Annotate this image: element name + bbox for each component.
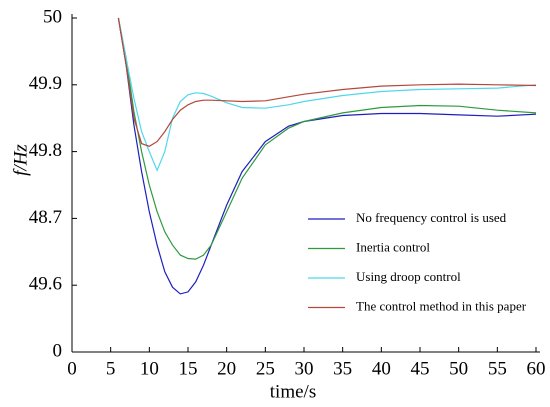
y-tick-label: 0 [53,340,63,361]
x-tick-label: 15 [179,358,198,379]
legend-label: Inertia control [356,239,430,254]
y-tick-label: 50 [43,6,62,27]
legend-label: Using droop control [356,269,461,284]
x-tick-label: 35 [333,358,352,379]
y-tick-label: 48.7 [29,207,62,228]
x-tick-label: 55 [488,358,507,379]
series-line [117,17,537,295]
y-tick-label: 49.6 [29,274,62,295]
x-axis-label: time/s [270,381,316,402]
legend-label: The control method in this paper [356,298,527,313]
y-tick-label: 49.9 [29,73,62,94]
series-line [117,17,537,147]
x-tick-label: 5 [106,358,116,379]
x-tick-label: 30 [295,358,314,379]
series-line [117,17,537,260]
x-tick-label: 50 [449,358,468,379]
x-tick-label: 40 [372,358,391,379]
y-axis-label: f/Hz [10,144,31,176]
x-tick-label: 45 [411,358,430,379]
x-tick-label: 25 [256,358,275,379]
x-tick-label: 60 [527,358,546,379]
x-tick-label: 10 [140,358,159,379]
series-line [117,17,537,172]
y-tick-label: 49.8 [29,140,62,161]
legend-label: No frequency control is used [356,210,507,225]
x-tick-label: 0 [67,358,77,379]
x-tick-label: 20 [217,358,236,379]
